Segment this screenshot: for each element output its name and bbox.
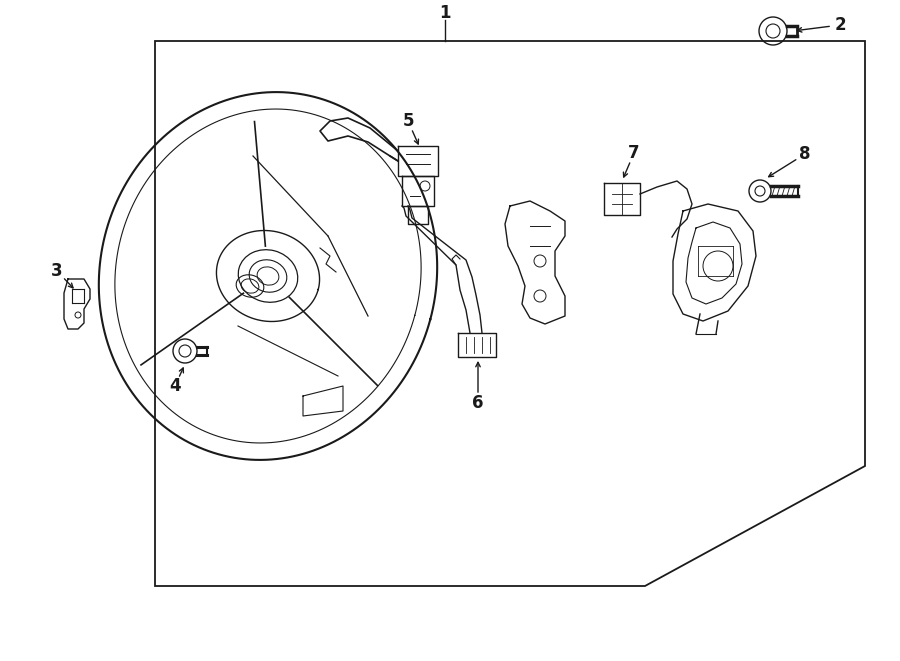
Text: 8: 8 (799, 145, 811, 163)
Text: 4: 4 (169, 377, 181, 395)
Text: 7: 7 (628, 144, 640, 162)
Text: 2: 2 (834, 16, 846, 34)
Text: 1: 1 (439, 4, 451, 22)
Text: 6: 6 (472, 394, 484, 412)
Text: 3: 3 (51, 262, 63, 280)
Text: 5: 5 (402, 112, 414, 130)
